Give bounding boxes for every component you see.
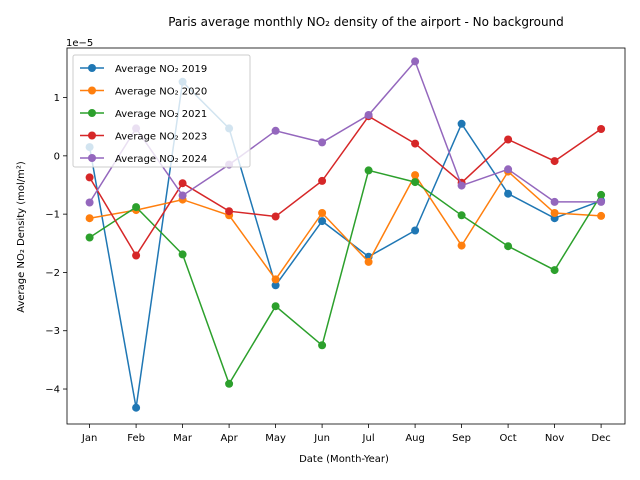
- x-tick-label: Jan: [81, 433, 97, 444]
- data-point: [271, 212, 280, 221]
- data-point: [411, 171, 420, 180]
- data-point: [225, 379, 234, 388]
- x-tick-label: Dec: [591, 433, 610, 444]
- y-tick-label: −2: [45, 268, 60, 279]
- x-tick-label: Nov: [545, 433, 565, 444]
- data-point: [457, 181, 466, 190]
- data-point: [364, 166, 373, 175]
- data-point: [597, 197, 606, 206]
- data-point: [85, 198, 94, 207]
- y-tick-label: −3: [45, 326, 60, 337]
- data-point: [178, 250, 187, 259]
- y-tick-label: −1: [45, 210, 60, 221]
- x-tick-label: Feb: [127, 433, 145, 444]
- data-point: [457, 241, 466, 250]
- data-point: [597, 125, 606, 133]
- data-point: [504, 242, 513, 251]
- legend-label: Average NO₂ 2020: [115, 87, 207, 98]
- data-point: [318, 138, 327, 147]
- x-tick-label: Oct: [499, 433, 516, 444]
- data-point: [318, 209, 327, 217]
- data-point: [178, 191, 187, 200]
- data-point: [318, 176, 327, 185]
- data-point: [364, 111, 373, 119]
- data-point: [550, 197, 559, 206]
- legend-marker: [88, 109, 96, 117]
- data-point: [318, 341, 327, 350]
- data-point: [132, 203, 141, 212]
- data-point: [85, 233, 94, 242]
- data-point: [411, 178, 420, 187]
- legend: Average NO₂ 2019 Average NO₂ 2020 Average …: [72, 54, 251, 168]
- data-point: [225, 207, 234, 216]
- data-point: [597, 211, 606, 220]
- data-point: [457, 211, 466, 220]
- legend-label: Average NO₂ 2019: [115, 64, 207, 75]
- data-point: [550, 157, 559, 166]
- data-point: [411, 57, 420, 66]
- data-point: [411, 139, 420, 148]
- data-point: [85, 173, 94, 182]
- x-axis-label: Date (Month-Year): [299, 454, 389, 465]
- data-point: [504, 189, 513, 198]
- series-line-4: [88, 59, 602, 203]
- data-point: [597, 190, 606, 199]
- legend-marker: [88, 131, 96, 140]
- y-tick-label: 0: [54, 151, 60, 162]
- x-tick-label: Jul: [362, 433, 375, 444]
- x-tick-label: May: [265, 433, 286, 444]
- chart-title: Paris average monthly NO₂ density of the…: [168, 15, 564, 29]
- legend-marker: [88, 64, 96, 72]
- legend-label: Average NO₂ 2023: [115, 132, 207, 143]
- data-point: [178, 179, 187, 188]
- data-point: [132, 251, 141, 260]
- data-point: [85, 214, 94, 223]
- y-tick-label: 1: [54, 93, 60, 104]
- data-point: [271, 275, 280, 284]
- series-line-1: [89, 170, 602, 281]
- data-point: [364, 257, 373, 266]
- data-point: [457, 119, 466, 128]
- data-point: [132, 403, 141, 412]
- series-line-2: [89, 169, 602, 386]
- y-offset-label: 1e−5: [66, 38, 93, 49]
- y-axis-label: Average NO₂ Density (mol/m²): [16, 161, 27, 313]
- data-point: [504, 165, 513, 174]
- legend-marker: [88, 86, 96, 95]
- plot-area: [85, 57, 606, 412]
- data-point: [550, 209, 559, 217]
- y-tick-label: −4: [45, 385, 60, 396]
- legend-label: Average NO₂ 2021: [115, 109, 207, 120]
- data-point: [271, 281, 280, 290]
- series-line-3: [88, 115, 602, 257]
- data-point: [271, 302, 280, 311]
- legend-marker: [88, 154, 96, 162]
- x-tick-label: Apr: [220, 433, 238, 444]
- legend-label: Average NO₂ 2024: [115, 154, 207, 165]
- data-point: [318, 217, 327, 226]
- data-point: [271, 126, 280, 135]
- x-tick-label: Jun: [313, 433, 330, 444]
- x-tick-label: Sep: [452, 433, 471, 444]
- data-point: [504, 135, 513, 144]
- data-point: [550, 266, 559, 275]
- plot-frame: [66, 47, 626, 425]
- data-point: [411, 226, 420, 235]
- legend-box: [72, 54, 251, 168]
- axes: Jan Feb Mar Apr May Jun Jul Aug Sep Oct Nov Dec −4 −3…: [45, 47, 626, 444]
- x-tick-label: Mar: [173, 433, 193, 444]
- x-tick-label: Aug: [405, 433, 425, 444]
